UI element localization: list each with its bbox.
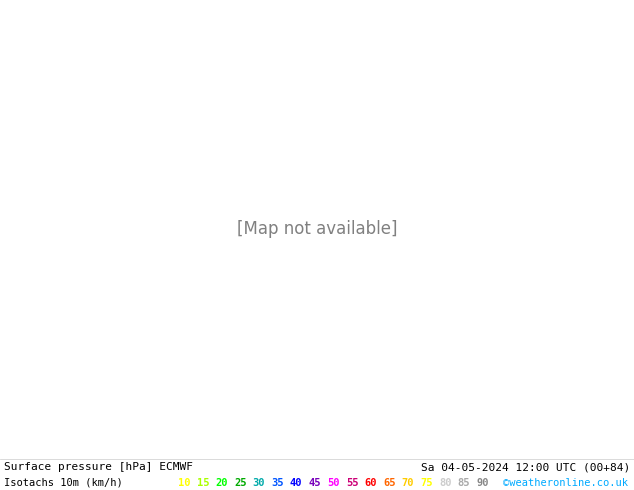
Text: 20: 20 [216, 478, 228, 488]
Text: Surface pressure [hPa] ECMWF: Surface pressure [hPa] ECMWF [4, 462, 193, 472]
Text: 25: 25 [234, 478, 247, 488]
Text: 60: 60 [365, 478, 377, 488]
Text: 75: 75 [420, 478, 433, 488]
Text: 45: 45 [309, 478, 321, 488]
Text: 15: 15 [197, 478, 209, 488]
Text: 55: 55 [346, 478, 358, 488]
Text: Isotachs 10m (km/h): Isotachs 10m (km/h) [4, 478, 123, 488]
Text: 30: 30 [252, 478, 265, 488]
Text: 65: 65 [383, 478, 396, 488]
Text: ©weatheronline.co.uk: ©weatheronline.co.uk [503, 478, 628, 488]
Text: 10: 10 [178, 478, 190, 488]
Text: 85: 85 [458, 478, 470, 488]
Text: Sa 04-05-2024 12:00 UTC (00+84): Sa 04-05-2024 12:00 UTC (00+84) [421, 462, 630, 472]
Text: 90: 90 [476, 478, 489, 488]
Text: 40: 40 [290, 478, 302, 488]
Text: 70: 70 [402, 478, 414, 488]
Text: 80: 80 [439, 478, 451, 488]
Text: 35: 35 [271, 478, 284, 488]
Text: 50: 50 [327, 478, 340, 488]
Text: [Map not available]: [Map not available] [236, 220, 398, 238]
